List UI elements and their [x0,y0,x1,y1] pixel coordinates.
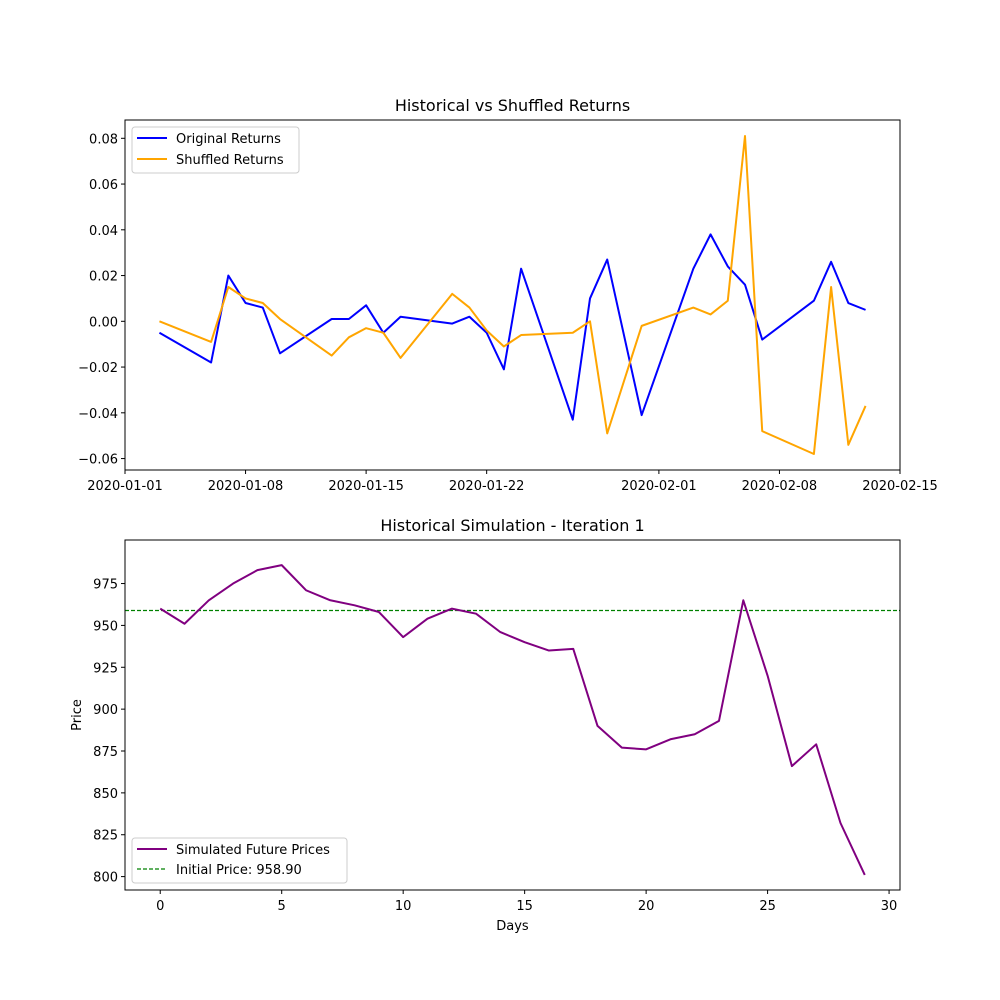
returns-y-tick-label: 0.08 [89,132,118,147]
returns-y-tick-label: 0.00 [89,315,118,330]
returns-y-tick-label: 0.04 [89,224,118,239]
legend-label-original-returns: Original Returns [176,132,281,147]
simulation-chart-axes-frame [124,539,901,891]
returns-x-tick-label: 2020-01-01 [87,479,163,494]
simulation-chart-title: Historical Simulation - Iteration 1 [380,516,644,535]
simulation-y-axis-label: Price [70,699,85,731]
returns-y-tick-label: −0.06 [78,453,118,468]
legend-label-initial-price: Initial Price: 958.90 [176,863,302,878]
returns-chart-ticks: 2020-01-01 2020-01-08 2020-01-15 2020-01-22… [78,132,938,494]
returns-x-tick-label: 2020-02-08 [742,479,818,494]
simulation-x-tick-label: 20 [638,899,655,914]
returns-chart-legend: Original Returns Shuffled Returns [131,126,300,174]
returns-y-tick-label: 0.02 [89,270,118,285]
simulation-y-tick-label: 875 [93,745,118,760]
simulation-chart-legend: Simulated Future Prices Initial Price: 9… [131,837,348,884]
returns-x-tick-label: 2020-01-22 [449,479,525,494]
series-line-simulated-future-prices [159,564,866,876]
simulation-x-tick-label: 30 [881,899,898,914]
returns-chart: Historical vs Shuffled Returns 2020-01-0… [78,96,938,494]
simulation-x-tick-label: 25 [759,899,776,914]
simulation-x-tick-label: 0 [156,899,164,914]
simulation-x-axis-label: Days [496,919,529,934]
simulation-y-tick-label: 800 [93,871,118,886]
returns-x-tick-label: 2020-02-15 [862,479,938,494]
returns-x-tick-label: 2020-01-08 [208,479,284,494]
simulation-y-tick-label: 950 [93,619,118,634]
returns-legend-box [131,126,300,174]
simulation-chart: Historical Simulation - Iteration 1 0 5 10… [70,516,901,934]
series-line-original-returns [158,233,866,421]
returns-chart-axes-frame [124,119,901,471]
simulation-chart-ticks: 0 5 10 15 20 25 30 800 825 850 875 900 925 950 975 [93,578,897,914]
series-line-shuffled-returns [159,135,867,455]
simulation-y-tick-label: 975 [93,578,118,593]
returns-chart-lines [158,135,867,455]
simulation-y-tick-label: 925 [93,661,118,676]
simulation-chart-lines [125,564,900,876]
returns-chart-title: Historical vs Shuffled Returns [395,96,630,115]
returns-y-tick-label: 0.06 [89,178,118,193]
simulation-legend-box [131,837,348,884]
simulation-x-tick-label: 5 [278,899,286,914]
simulation-x-tick-label: 10 [395,899,412,914]
simulation-y-tick-label: 825 [93,829,118,844]
simulation-x-tick-label: 15 [516,899,533,914]
returns-x-tick-label: 2020-02-01 [621,479,697,494]
returns-x-tick-label: 2020-01-15 [328,479,404,494]
returns-y-tick-label: −0.02 [78,361,118,376]
returns-y-tick-label: −0.04 [78,407,118,422]
legend-label-shuffled-returns: Shuffled Returns [176,153,284,168]
simulation-y-tick-label: 850 [93,787,118,802]
legend-label-simulated-prices: Simulated Future Prices [176,843,330,858]
simulation-y-tick-label: 900 [93,703,118,718]
